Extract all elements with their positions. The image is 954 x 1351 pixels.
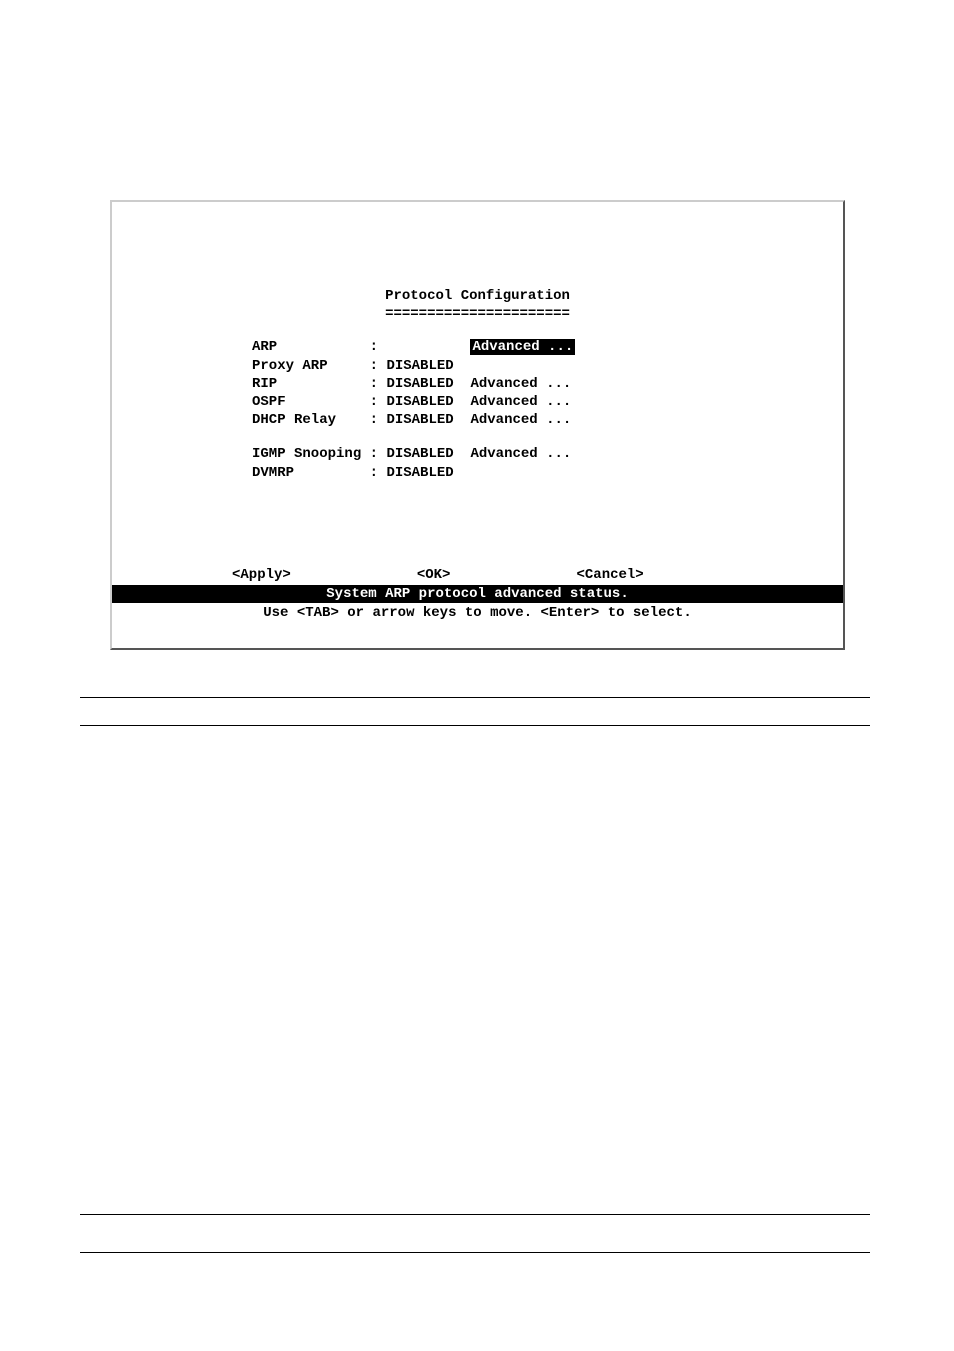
- rip-label: RIP: [252, 376, 361, 392]
- terminal-window: Protocol Configuration =================…: [110, 200, 845, 650]
- proxy-arp-label: Proxy ARP: [252, 358, 361, 374]
- ospf-label: OSPF: [252, 394, 361, 410]
- ospf-value[interactable]: DISABLED: [386, 394, 462, 410]
- horizontal-rule: [80, 725, 870, 726]
- arp-advanced-button[interactable]: Advanced ...: [470, 339, 575, 355]
- igmp-label: IGMP Snooping: [252, 446, 361, 462]
- arp-row: ARP : Advanced ...: [252, 338, 843, 356]
- arp-label: ARP: [252, 339, 361, 355]
- cancel-button[interactable]: <Cancel>: [576, 567, 643, 583]
- dvmrp-value[interactable]: DISABLED: [386, 465, 453, 481]
- ok-button[interactable]: <OK>: [417, 567, 451, 583]
- protocol-list: ARP : Advanced ... Proxy ARP : DISABLED …: [252, 338, 843, 481]
- button-row: <Apply> <OK> <Cancel>: [232, 567, 843, 583]
- dvmrp-row: DVMRP : DISABLED: [252, 464, 843, 482]
- status-bar: System ARP protocol advanced status.: [112, 585, 843, 603]
- proxy-arp-row: Proxy ARP : DISABLED: [252, 357, 843, 375]
- rip-advanced-button[interactable]: Advanced ...: [470, 376, 571, 392]
- rip-row: RIP : DISABLED Advanced ...: [252, 375, 843, 393]
- title-underline: ======================: [112, 305, 843, 323]
- rip-value[interactable]: DISABLED: [386, 376, 462, 392]
- help-text: Use <TAB> or arrow keys to move. <Enter>…: [112, 605, 843, 621]
- ospf-advanced-button[interactable]: Advanced ...: [470, 394, 571, 410]
- proxy-arp-value[interactable]: DISABLED: [386, 358, 453, 374]
- window-title: Protocol Configuration: [112, 287, 843, 305]
- ospf-row: OSPF : DISABLED Advanced ...: [252, 393, 843, 411]
- horizontal-rule: [80, 697, 870, 698]
- apply-button[interactable]: <Apply>: [232, 567, 291, 583]
- dhcp-relay-value[interactable]: DISABLED: [386, 412, 462, 428]
- igmp-row: IGMP Snooping : DISABLED Advanced ...: [252, 445, 843, 463]
- dvmrp-label: DVMRP: [252, 465, 361, 481]
- dhcp-relay-row: DHCP Relay : DISABLED Advanced ...: [252, 411, 843, 429]
- horizontal-rule: [80, 1252, 870, 1253]
- dhcp-relay-label: DHCP Relay: [252, 412, 361, 428]
- igmp-value[interactable]: DISABLED: [386, 446, 462, 462]
- igmp-advanced-button[interactable]: Advanced ...: [470, 446, 571, 462]
- horizontal-rule: [80, 1214, 870, 1215]
- dhcp-relay-advanced-button[interactable]: Advanced ...: [470, 412, 571, 428]
